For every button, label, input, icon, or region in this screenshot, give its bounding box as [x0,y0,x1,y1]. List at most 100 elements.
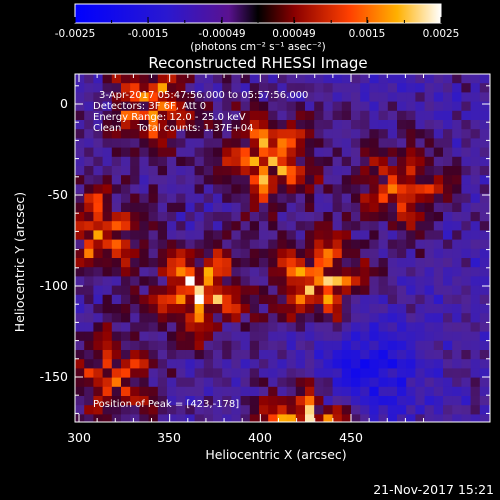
heatmap-cell [249,129,260,139]
heatmap-cell [102,331,113,342]
heatmap-cell [75,74,85,84]
heatmap-cell [424,396,435,406]
heatmap-cell [111,193,122,204]
heatmap-cell [323,313,333,323]
heatmap-cell [222,331,232,342]
heatmap-cell [323,248,333,259]
heatmap-cell [397,83,407,93]
heatmap-cell [185,239,195,250]
heatmap-cell [443,202,453,213]
heatmap-cell [222,414,232,422]
heatmap-cell [231,92,241,102]
heatmap-cell [360,377,370,388]
heatmap-cell [222,405,232,415]
heatmap-cell [406,258,416,268]
heatmap-cell [148,110,159,121]
heatmap-cell [93,92,103,102]
heatmap-cell [176,230,186,240]
heatmap-cell [295,147,306,158]
heatmap-cell [461,368,471,378]
heatmap-cell [406,129,416,139]
heatmap-cell [452,83,462,93]
heatmap-cell [139,368,149,378]
heatmap-cell [111,129,122,139]
heatmap-cell [378,120,389,130]
heatmap-cell [84,74,94,84]
heatmap-cell [323,184,333,194]
heatmap-cell [222,202,232,213]
heatmap-cell [157,396,168,406]
heatmap-cell [461,239,471,250]
heatmap-cell [111,101,122,112]
heatmap-cell [387,313,398,323]
heatmap-cell [84,92,94,102]
heatmap-cell [240,74,251,84]
heatmap-cell [121,248,131,259]
heatmap-cell [406,248,416,259]
heatmap-cell [259,396,269,406]
heatmap-cell [332,147,343,158]
heatmap-cell [387,248,398,259]
heatmap-cell [148,396,159,406]
heatmap-cell [323,166,333,176]
heatmap-cell [148,147,159,158]
heatmap-cell [369,304,379,314]
heatmap-cell [277,74,287,84]
heatmap-cell [397,350,407,360]
heatmap-cell [130,350,140,360]
heatmap-cell [249,368,260,378]
heatmap-cell [397,368,407,378]
heatmap-cell [479,258,490,268]
heatmap-cell [433,258,444,268]
heatmap-cell [130,405,140,415]
heatmap-cell [93,359,103,369]
heatmap-cell [452,156,462,167]
heatmap-cell [167,340,177,351]
heatmap-cell [323,267,333,277]
heatmap-cell [148,175,159,185]
heatmap-cell [433,285,444,296]
heatmap-cell [479,120,490,130]
heatmap-cell [213,258,223,268]
heatmap-cell [213,221,223,231]
heatmap-cell [167,175,177,185]
heatmap-cell [167,248,177,259]
heatmap-cell [323,120,333,130]
heatmap-cell [268,294,278,305]
heatmap-cell [185,294,195,305]
heatmap-cell [433,386,444,397]
heatmap-cell [157,166,168,176]
heatmap-cell [213,83,223,93]
heatmap-cell [341,350,352,360]
heatmap-cell [378,202,389,213]
heatmap-cell [341,221,352,231]
heatmap-cell [461,340,471,351]
heatmap-cell [424,405,435,415]
heatmap-cell [111,405,122,415]
heatmap-cell [121,175,131,185]
heatmap-cell [194,396,205,406]
heatmap-cell [332,239,343,250]
heatmap-cell [203,83,214,93]
heatmap-cell [148,92,159,102]
heatmap-cell [213,166,223,176]
heatmap-cell [75,313,85,323]
heatmap-cell [185,396,195,406]
heatmap-cell [461,221,471,231]
heatmap-cell [332,230,343,240]
heatmap-cell [167,202,177,213]
heatmap-cell [194,92,205,102]
heatmap-cell [268,110,278,121]
heatmap-cell [167,230,177,240]
heatmap-cell [443,414,453,422]
heatmap-cell [148,184,159,194]
heatmap-cell [360,340,370,351]
heatmap-cell [130,239,140,250]
heatmap-cell [102,74,113,84]
heatmap-cell [249,101,260,112]
heatmap-cell [406,92,416,102]
heatmap-cell [231,267,241,277]
heatmap-cell [259,101,269,112]
heatmap-cell [443,386,453,397]
heatmap-cell [240,304,251,314]
